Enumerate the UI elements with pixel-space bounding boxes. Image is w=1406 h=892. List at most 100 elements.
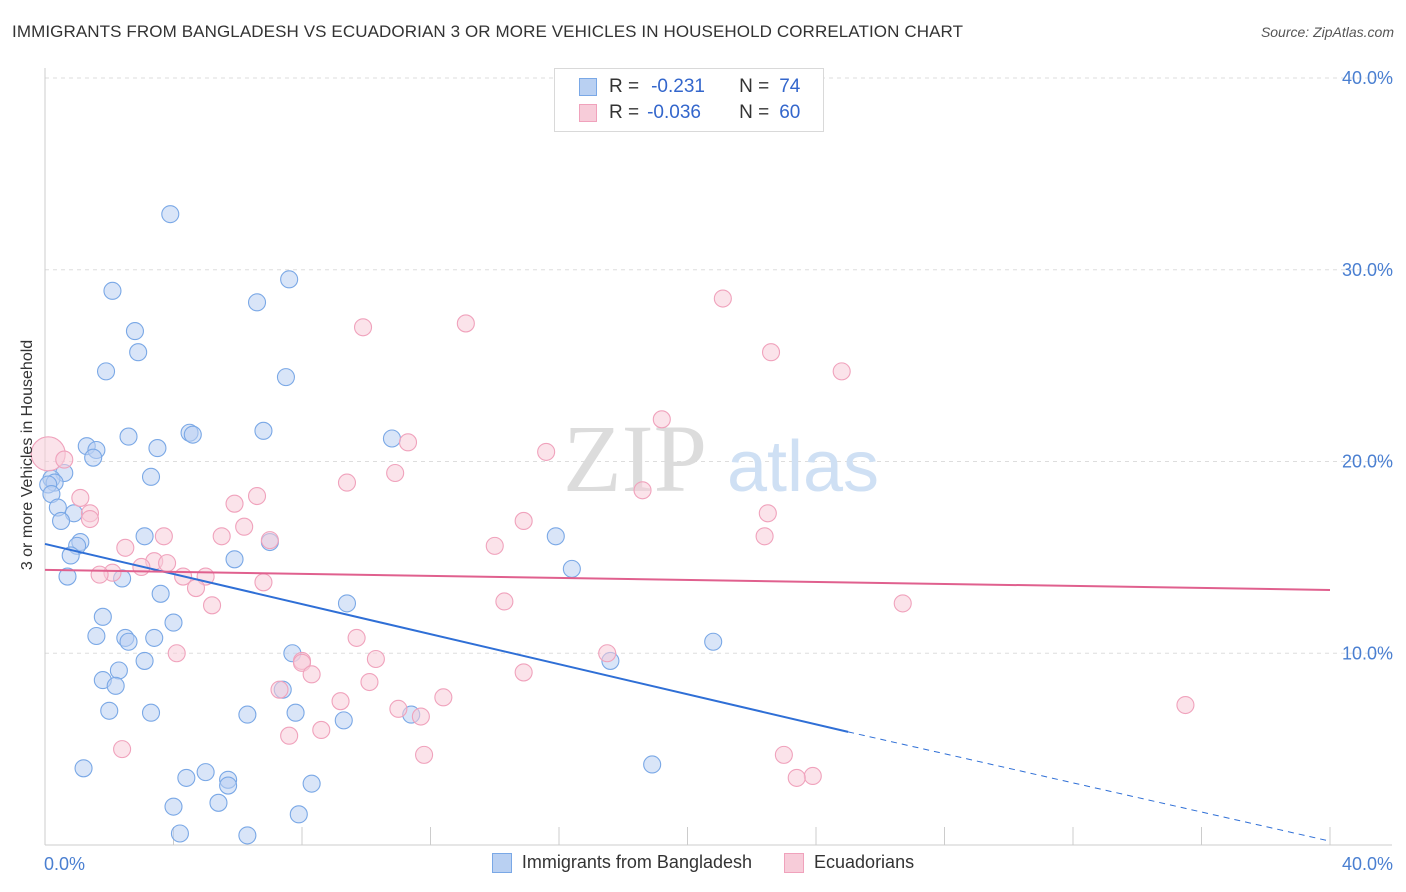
n-label: N = [739, 102, 770, 123]
ecuadorian-point [485, 536, 504, 555]
series-legend: Immigrants from Bangladesh Ecuadorians [0, 852, 1406, 873]
bangladesh-point [183, 425, 202, 444]
ecuadorian-point [260, 531, 279, 550]
r-label: R = [609, 76, 640, 97]
ecuadorian-point [514, 663, 533, 682]
bangladesh-point [254, 421, 273, 440]
r-label: R = [609, 102, 640, 123]
x-tick-label: 40.0% [1342, 854, 1393, 874]
ecuadorian-point [787, 768, 806, 787]
r-value: -0.231 [651, 76, 705, 97]
x-tick-label: 0.0% [44, 854, 85, 874]
bangladesh-point [52, 511, 71, 530]
bangladesh-point [125, 322, 144, 341]
ecuadorian-point [113, 740, 132, 759]
bangladesh-point [74, 759, 93, 778]
bangladesh-point [93, 607, 112, 626]
legend-label: Ecuadorians [814, 852, 915, 872]
ecuadorian-point [116, 538, 135, 557]
bangladesh-point [177, 768, 196, 787]
ecuadorian-point [755, 527, 774, 546]
bangladesh-point [106, 676, 125, 695]
bangladesh-point [562, 559, 581, 578]
ecuadorian-point [360, 672, 379, 692]
bangladesh-point [170, 824, 189, 843]
legend-item-bangladesh: Immigrants from Bangladesh [491, 852, 753, 873]
ecuadorian-point [803, 766, 822, 786]
ecuadorian-point [398, 433, 418, 452]
bangladesh-point [96, 362, 116, 381]
ecuadorian-point [761, 343, 781, 362]
bangladesh-point [337, 594, 357, 613]
bangladesh-point [119, 632, 138, 651]
ecuadorian-point [55, 450, 74, 469]
y-tick-label: 30.0% [1342, 260, 1393, 280]
bangladesh-point [276, 368, 295, 387]
bangladesh-point [141, 467, 161, 486]
ecuadorian-point [434, 688, 453, 707]
bangladesh-point [84, 448, 103, 467]
bangladesh-point [164, 797, 183, 816]
n-value: 74 [779, 76, 801, 97]
bangladesh-point [219, 776, 238, 795]
ecuadorian-point [832, 362, 851, 381]
ecuadorian-point [331, 692, 350, 711]
ecuadorian-point [1176, 695, 1195, 715]
ecuadorian-point [537, 442, 556, 461]
bangladesh-point [546, 527, 565, 546]
ecuadorian-legend-swatch [784, 852, 805, 873]
bangladesh-point [148, 439, 167, 458]
ecuadorian-point [254, 573, 273, 592]
legend-row-ecuadorian: R = -0.036 N = 60 [579, 101, 800, 125]
ecuadorian-point [353, 318, 373, 337]
legend-label: Immigrants from Bangladesh [521, 852, 753, 872]
ecuadorian-point [186, 579, 206, 598]
ecuadorian-point [302, 665, 321, 684]
correlation-legend: R = -0.231 N = 74 R = -0.036 N = 60 [554, 68, 824, 132]
n-label: N = [739, 76, 770, 97]
legend-item-ecuadorian: Ecuadorians [784, 852, 914, 873]
bangladesh-point [289, 805, 308, 824]
bangladesh-point [100, 701, 119, 720]
bangladesh-point [238, 705, 257, 724]
y-tick-label: 10.0% [1342, 643, 1393, 663]
ecuadorian-point [312, 720, 331, 740]
ecuadorian-point [270, 680, 289, 699]
bangladesh-swatch [579, 78, 597, 96]
ecuadorian-point [456, 314, 475, 333]
ecuadorian-point [411, 707, 430, 726]
ecuadorian-point [225, 494, 244, 513]
ecuadorian-point [247, 486, 267, 506]
ecuadorian-point [158, 554, 177, 573]
bangladesh-point [135, 527, 154, 546]
bangladesh-legend-swatch [491, 852, 512, 873]
ecuadorian-point [386, 463, 405, 483]
ecuadorian-point [415, 745, 434, 764]
ecuadorian-point [71, 488, 90, 507]
bangladesh-point [141, 703, 161, 722]
watermark-atlas: atlas [727, 427, 879, 507]
ecuadorian-point [514, 511, 533, 530]
ecuadorian-point [80, 509, 100, 529]
ecuadorian-point [154, 527, 173, 546]
ecuadorian-point [633, 481, 652, 500]
ecuadorian-point [366, 649, 385, 669]
y-tick-label: 20.0% [1342, 452, 1393, 472]
ecuadorian-point [235, 517, 254, 536]
bangladesh-point [225, 550, 244, 569]
y-tick-label: 40.0% [1342, 68, 1393, 88]
ecuadorian-point [893, 594, 912, 613]
legend-row-bangladesh: R = -0.231 N = 74 [579, 75, 800, 99]
bangladesh-point [286, 703, 305, 722]
axes [44, 68, 1392, 846]
ecuadorian-point [758, 504, 777, 523]
bangladesh-point [247, 293, 267, 312]
bangladesh-point [164, 613, 183, 632]
watermark-zip: ZIP [563, 405, 707, 512]
y-axis-label: 3 or more Vehicles in Household [19, 339, 36, 571]
bangladesh-trend-extension [848, 731, 1331, 842]
bangladesh-point [135, 651, 154, 670]
ecuadorian-swatch [579, 104, 597, 122]
ecuadorian-point [167, 644, 186, 663]
